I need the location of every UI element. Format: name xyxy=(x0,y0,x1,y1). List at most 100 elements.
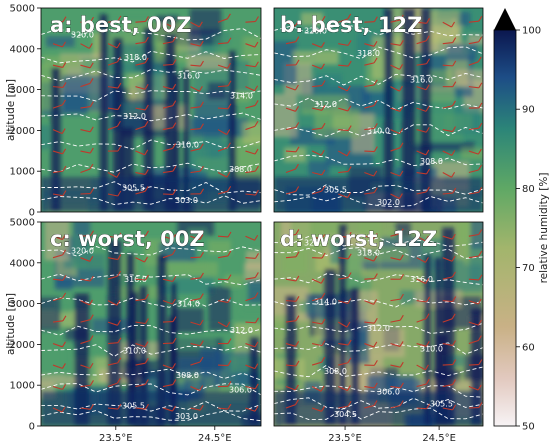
panel-frame xyxy=(40,7,262,213)
wind-barb xyxy=(416,86,427,91)
isoline xyxy=(41,181,261,194)
wind-barb xyxy=(416,383,427,388)
wind-barb xyxy=(364,21,375,23)
wind-barb xyxy=(468,233,479,237)
humidity-blob xyxy=(300,12,324,26)
humidity-blob xyxy=(446,43,478,61)
panel-frame xyxy=(273,221,484,427)
isoline-label: 312.0 xyxy=(367,324,390,333)
wind-barb-feather xyxy=(144,357,149,364)
wind-barb xyxy=(190,321,201,326)
wind-barb-feather xyxy=(116,56,121,63)
wind-barb xyxy=(390,319,401,323)
humidity-blob xyxy=(207,82,227,100)
wind-barb xyxy=(468,300,479,305)
wind-barb-feather xyxy=(62,62,67,68)
wind-barb-feather xyxy=(117,254,122,260)
wind-barb xyxy=(312,107,322,111)
wind-barb xyxy=(190,386,200,392)
isoline-label: 305.5 xyxy=(122,184,145,193)
wind-barb xyxy=(416,364,426,371)
wind-barb-feather xyxy=(254,100,259,106)
wind-barb-feather xyxy=(478,82,483,89)
isoline-label: 310.0 xyxy=(176,141,199,150)
humidity-blob xyxy=(171,335,217,350)
wind-barb-feather xyxy=(426,58,430,65)
wind-barb-feather xyxy=(199,404,204,411)
wind-barb xyxy=(390,86,400,92)
wind-barb-feather xyxy=(61,128,66,134)
wind-barb-feather xyxy=(199,234,204,240)
colorbar-tick-label: 100 xyxy=(522,26,541,37)
wind-barb-feather xyxy=(117,15,122,22)
wind-barb xyxy=(135,171,146,175)
wind-barb-feather xyxy=(117,232,122,239)
isoline xyxy=(274,154,483,167)
wind-barb-feather xyxy=(425,106,430,112)
humidity-blob xyxy=(395,167,438,179)
isoline xyxy=(274,297,483,308)
wind-barb xyxy=(364,385,375,389)
wind-barb xyxy=(364,321,375,324)
wind-barb-feather xyxy=(424,235,429,242)
wind-barb-feather xyxy=(478,402,483,408)
wind-barb xyxy=(190,64,201,67)
isoline xyxy=(41,245,261,257)
wind-barb xyxy=(107,362,118,366)
wind-barb xyxy=(190,298,201,302)
y-tick-label: 3000 xyxy=(10,299,35,310)
wind-barb-feather xyxy=(144,256,148,263)
humidity-blob xyxy=(467,34,483,45)
humidity-blob xyxy=(470,222,483,249)
wind-barb-feather xyxy=(117,403,122,410)
wind-barb xyxy=(364,404,375,409)
wind-barb-feather xyxy=(452,340,457,346)
wind-barb-feather xyxy=(347,298,352,304)
wind-barb-feather xyxy=(62,148,67,155)
wind-barb xyxy=(245,235,255,241)
y-tick-label: 0 xyxy=(29,422,35,433)
wind-barb-feather xyxy=(399,128,404,134)
wind-barb xyxy=(311,190,322,195)
humidity-blob xyxy=(46,36,75,48)
wind-barb-feather xyxy=(347,272,352,278)
wind-barb-feather xyxy=(320,42,325,48)
isoline xyxy=(274,235,483,247)
wind-barb-feather xyxy=(227,381,232,387)
wind-barb xyxy=(107,172,118,178)
wind-barb-feather xyxy=(398,85,403,92)
y-tick-label: 1000 xyxy=(10,167,35,178)
wind-barb-feather xyxy=(347,166,352,172)
moist-column xyxy=(285,295,297,426)
wind-barb xyxy=(390,193,400,200)
wind-barb-feather xyxy=(172,189,177,195)
wind-barb-feather xyxy=(254,61,259,68)
isoline xyxy=(274,407,483,420)
wind-barb xyxy=(416,107,427,112)
wind-barb xyxy=(52,235,63,240)
wind-barb-feather xyxy=(399,40,404,46)
wind-barb-feather xyxy=(144,121,149,127)
wind-barb-feather xyxy=(226,171,231,178)
wind-barb-feather xyxy=(144,293,149,300)
moist-column xyxy=(143,27,154,212)
wind-barb-feather xyxy=(62,275,67,281)
colorbar-tick-label: 70 xyxy=(522,263,535,274)
wind-barb xyxy=(285,190,296,195)
wind-barb xyxy=(217,300,228,303)
isoline xyxy=(41,69,261,82)
wind-barb xyxy=(468,127,479,131)
isoline xyxy=(274,246,483,259)
wind-barb xyxy=(135,125,146,131)
humidity-blob xyxy=(158,242,197,262)
wind-barb-feather xyxy=(226,129,231,135)
humidity-blob xyxy=(177,357,213,377)
wind-barb-feather xyxy=(172,337,177,344)
wind-barb xyxy=(135,150,145,156)
wind-barb-feather xyxy=(61,341,66,348)
wind-barb xyxy=(416,318,427,323)
wind-barb xyxy=(468,61,479,66)
wind-barb xyxy=(416,343,427,347)
wind-barb-feather xyxy=(451,255,456,262)
wind-barb-feather xyxy=(373,360,378,366)
